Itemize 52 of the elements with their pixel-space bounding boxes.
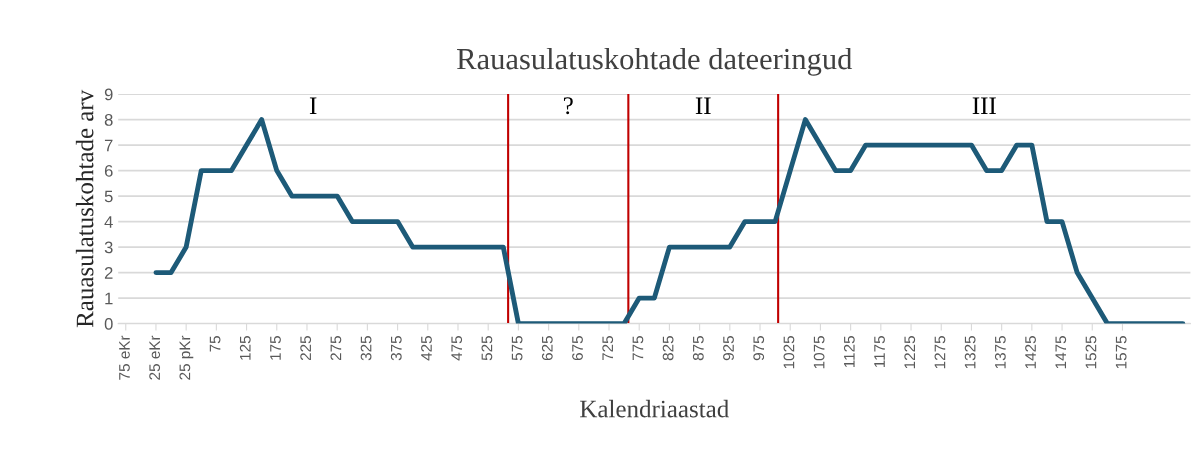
annotation: II [695,97,711,114]
x-tick-label: 875 [692,336,704,361]
line-series [153,117,1186,324]
y-tick-label: 4 [104,216,113,228]
x-tick-label: 1475 [1055,336,1067,369]
x-tick-label: 575 [511,336,523,361]
x-tick-label: 925 [723,336,734,361]
x-tick-label: 325 [360,336,372,361]
annotation: III [972,97,996,114]
x-tick-label: 675 [572,336,583,361]
x-tick-label: 625 [541,336,553,361]
x-tick-label: 25 pKr [179,335,194,380]
y-tick-label: 7 [104,139,113,152]
x-tick-label: 1125 [843,336,855,368]
x-tick-label: 375 [390,336,402,361]
y-tick-label: 5 [104,190,113,203]
y-tick-label: 3 [104,241,113,254]
x-tick-label: 1575 [1115,336,1127,369]
y-tick-label: 6 [104,165,113,177]
x-tick-label: 225 [300,336,312,361]
y-tick-label: 8 [104,114,113,126]
x-tick-label: 525 [481,336,493,361]
x-tick-label: 75 eKr [119,335,130,380]
x-tick-label: 75 [209,336,221,352]
y-tick-label: 9 [104,88,113,101]
annotation: ? [563,97,573,115]
x-tick-label: 1075 [813,336,825,369]
x-tick-label: 275 [330,336,342,361]
x-tick-label: 775 [632,336,644,361]
x-tick-label: 725 [602,336,614,361]
y-tick-label: 2 [104,267,113,279]
y-tick-label: 0 [104,318,113,330]
annotation: I [309,97,317,114]
x-tick-label: 1525 [1085,336,1097,369]
x-tick-label: 125 [239,336,251,360]
x-tick-label: 1175 [874,336,885,368]
x-tick-label: 425 [421,336,432,361]
x-tick-label: 825 [662,336,674,361]
x-tick-label: 1225 [904,336,916,369]
y-axis-title: Rauasulatuskohtade arv [75,89,94,328]
x-tick-label: 1425 [1025,336,1036,369]
x-tick-label: 1025 [783,336,795,369]
chart-title: Rauasulatuskohtade dateeringud [457,47,853,76]
x-tick-label: 975 [753,336,765,361]
x-axis-title: Kalendriaastad [580,399,729,418]
x-tick-label: 1375 [994,336,1006,369]
x-tick-label: 25 eKr [149,335,161,380]
x-tick-label: 1275 [934,336,946,369]
x-tick-label: 175 [270,336,281,360]
y-tick-label: 1 [105,292,113,305]
x-tick-label: 475 [451,336,463,361]
x-tick-label: 1325 [964,336,976,369]
